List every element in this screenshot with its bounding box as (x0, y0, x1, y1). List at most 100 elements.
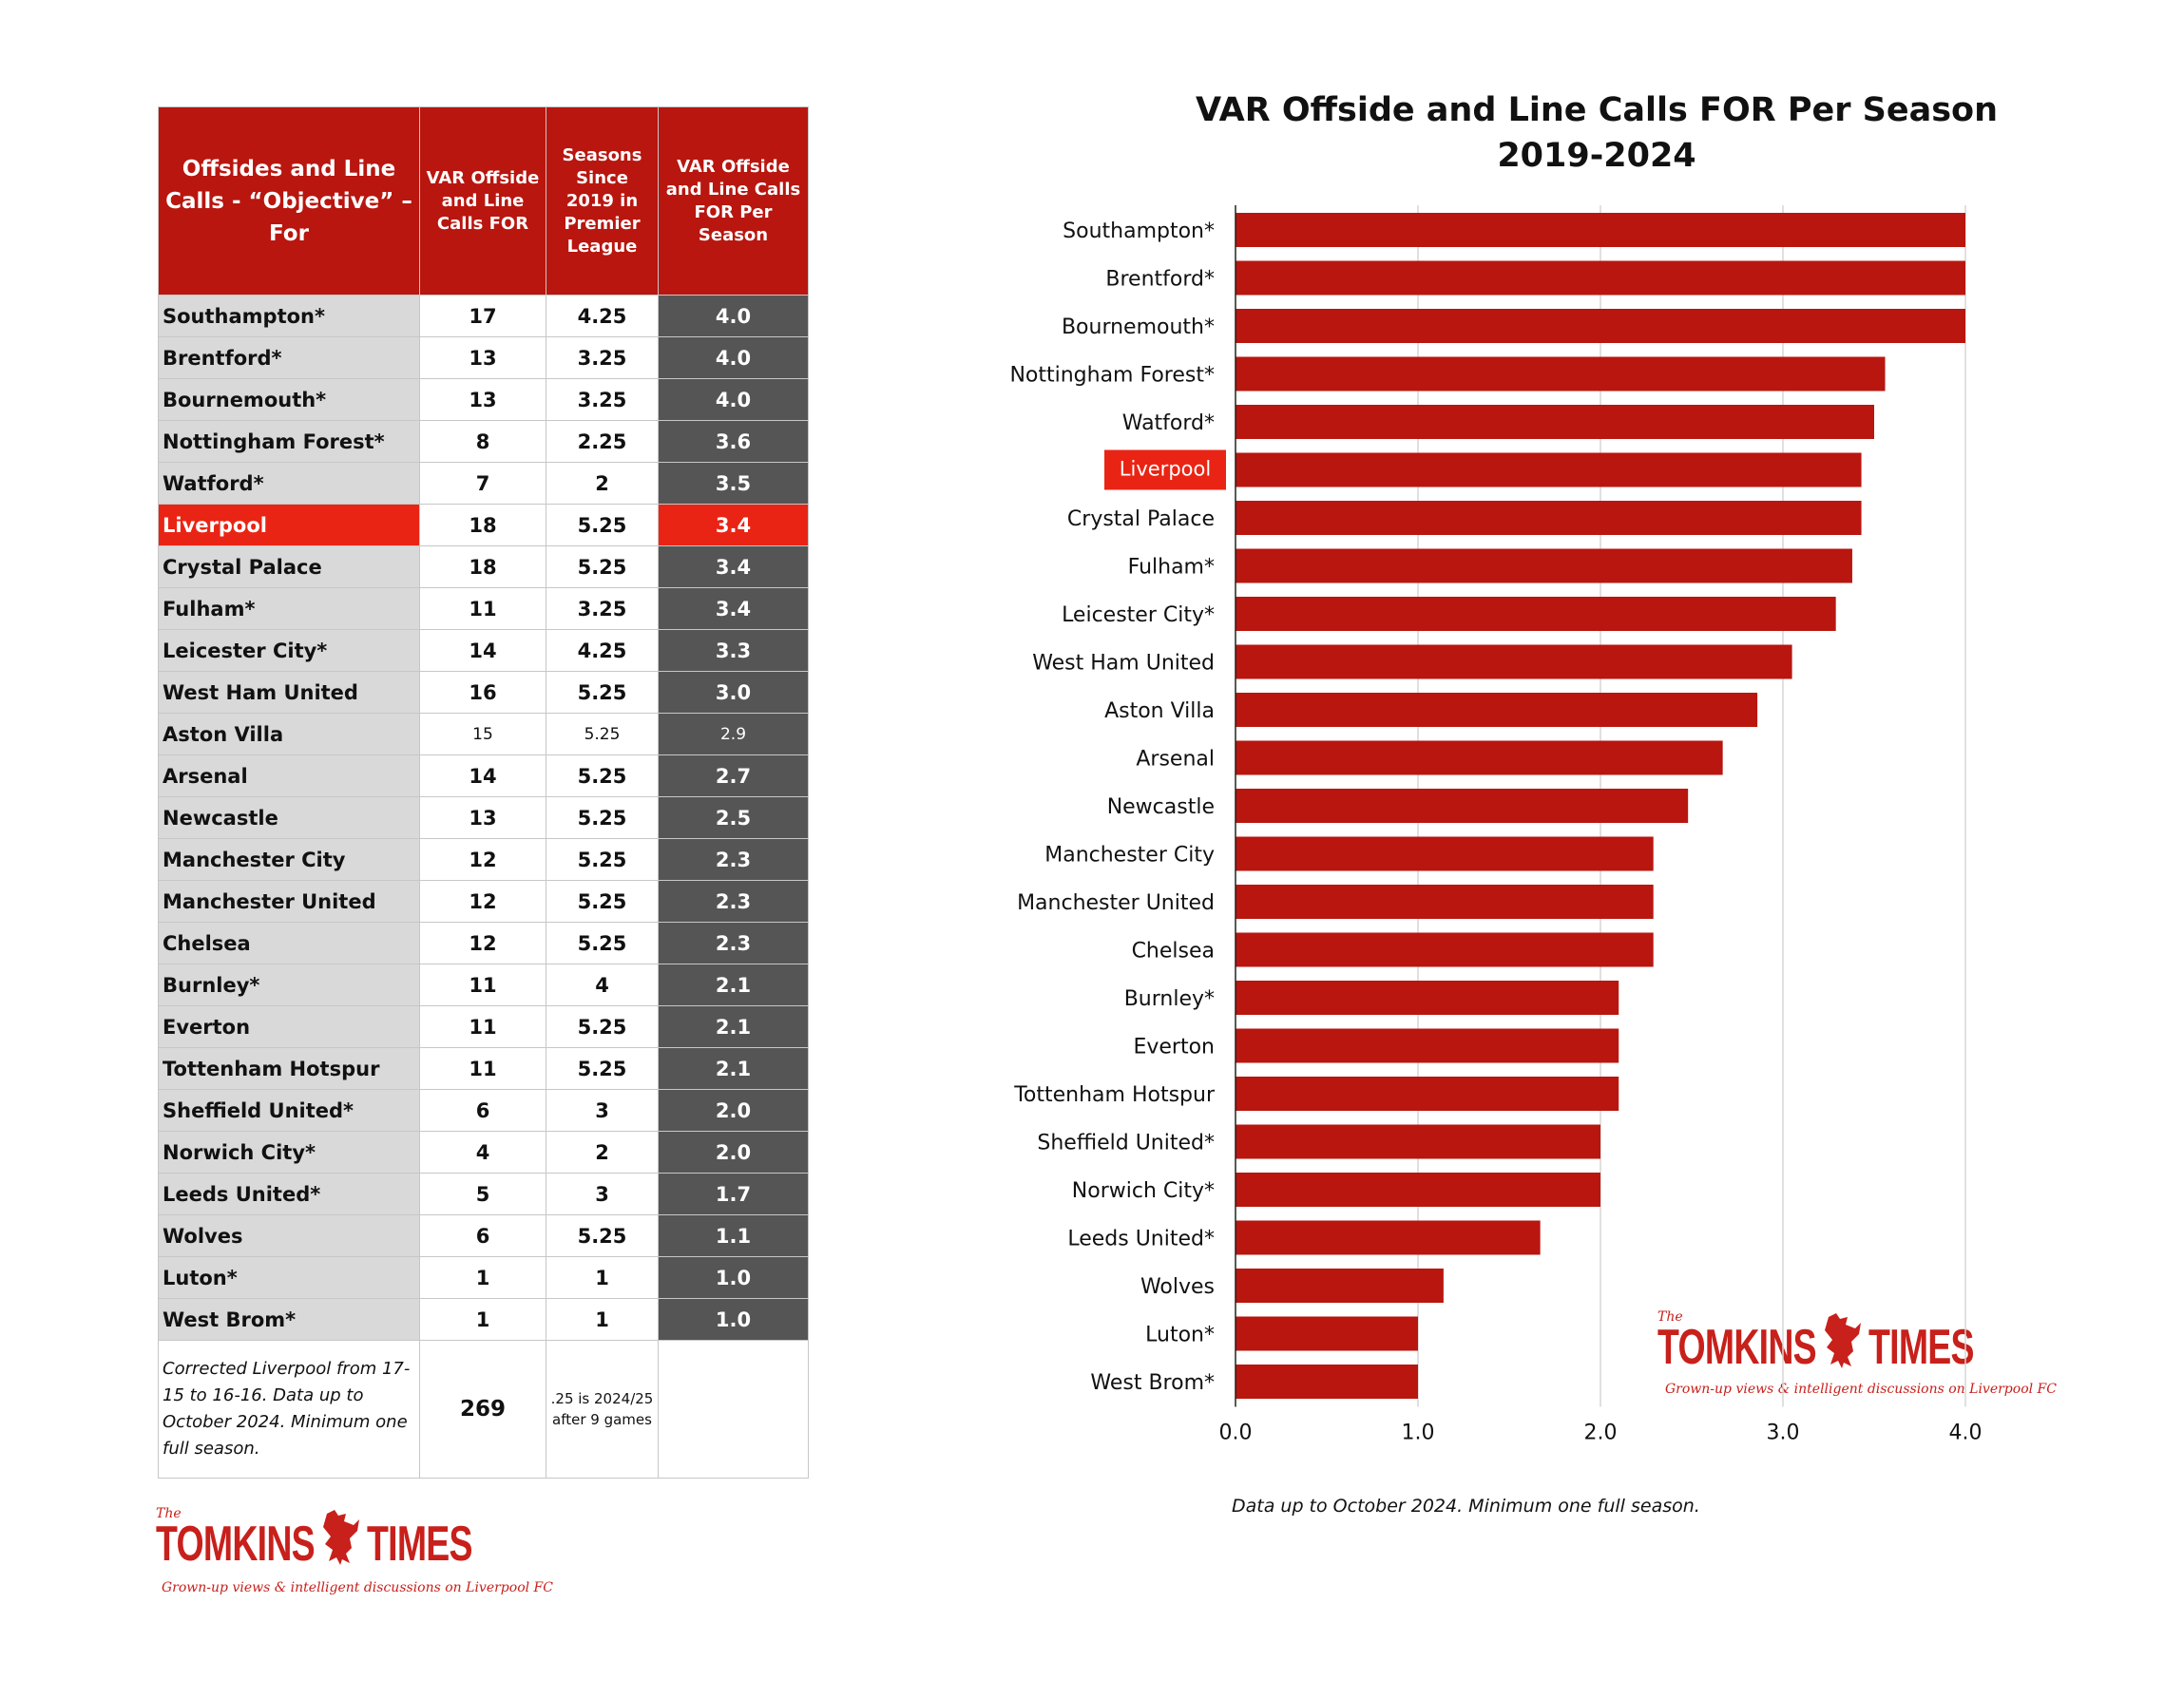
team-cell: Leicester City* (158, 629, 420, 672)
per-season-cell: 3.6 (658, 420, 809, 463)
team-cell: Tottenham Hotspur (158, 1047, 420, 1090)
per-season-cell: 2.3 (658, 880, 809, 923)
category-label: Manchester United (1017, 891, 1215, 915)
seasons-cell: 4.25 (546, 629, 659, 672)
table-header-row: Offsides and Line Calls - “Objective” – … (158, 106, 809, 296)
table-row: Aston Villa 15 5.25 2.9 (158, 713, 809, 755)
per-season-cell: 4.0 (658, 336, 809, 379)
header-seasons: Seasons Since 2019 in Premier League (546, 106, 659, 296)
category-label: Southampton* (1063, 220, 1215, 243)
header-per-season: VAR Offside and Line Calls FOR Per Seaso… (658, 106, 809, 296)
chart-title-line-2: 2019-2024 (1497, 137, 1696, 175)
category-label: Bournemouth* (1062, 315, 1215, 339)
category-label: Crystal Palace (1067, 507, 1215, 531)
x-tick-label: 4.0 (1949, 1422, 1983, 1445)
per-season-cell: 2.7 (658, 754, 809, 797)
bar (1236, 356, 1886, 391)
table-row: Wolves 6 5.25 1.1 (158, 1214, 809, 1257)
team-cell: Arsenal (158, 754, 420, 797)
seasons-cell: 5.25 (546, 796, 659, 839)
category-label: Fulham* (1128, 556, 1215, 580)
chart-note: Data up to October 2024. Minimum one ful… (1232, 1496, 1700, 1517)
per-season-cell: 2.0 (658, 1089, 809, 1132)
category-label: Aston Villa (1104, 699, 1215, 723)
calls-cell: 12 (419, 922, 546, 964)
category-label: West Brom* (1090, 1371, 1215, 1395)
calls-cell: 11 (419, 1005, 546, 1048)
team-cell: Manchester United (158, 880, 420, 923)
logo-word-right: TIMES (367, 1517, 473, 1572)
seasons-cell: 5.25 (546, 754, 659, 797)
team-cell: Watford* (158, 462, 420, 505)
team-cell: Manchester City (158, 838, 420, 881)
bar (1236, 693, 1758, 727)
category-label: Manchester City (1044, 844, 1215, 868)
category-label: Newcastle (1107, 795, 1215, 819)
table-row: Everton 11 5.25 2.1 (158, 1005, 809, 1048)
calls-cell: 12 (419, 880, 546, 923)
calls-cell: 15 (419, 713, 546, 755)
table-row: Crystal Palace 18 5.25 3.4 (158, 545, 809, 588)
calls-cell: 4 (419, 1131, 546, 1174)
category-label: Burnley* (1124, 987, 1215, 1011)
team-cell: Southampton* (158, 295, 420, 337)
logo-the: The (156, 1506, 182, 1521)
calls-cell: 8 (419, 420, 546, 463)
table-footer-row: Corrected Liverpool from 17-15 to 16-16.… (158, 1340, 809, 1479)
seasons-cell: 5.25 (546, 922, 659, 964)
liverbird-icon (1825, 1313, 1861, 1368)
x-tick-label: 2.0 (1584, 1422, 1618, 1445)
calls-cell: 1 (419, 1298, 546, 1341)
per-season-cell: 3.5 (658, 462, 809, 505)
table-row: Bournemouth* 13 3.25 4.0 (158, 378, 809, 421)
logo-the: The (1657, 1309, 1683, 1325)
table-row: West Ham United 16 5.25 3.0 (158, 671, 809, 714)
calls-cell: 5 (419, 1173, 546, 1215)
calls-cell: 11 (419, 964, 546, 1006)
per-season-cell: 3.4 (658, 504, 809, 546)
bar (1236, 405, 1874, 439)
team-cell: Everton (158, 1005, 420, 1048)
bar (1236, 597, 1836, 631)
seasons-cell: 5.25 (546, 1047, 659, 1090)
category-label: Wolves (1140, 1275, 1215, 1299)
bar (1236, 309, 1965, 343)
table-row: Manchester United 12 5.25 2.3 (158, 880, 809, 923)
bar (1236, 452, 1862, 487)
table-body: Southampton* 17 4.25 4.0 Brentford* 13 3.25 4.0… (158, 295, 809, 1341)
per-season-cell: 3.3 (658, 629, 809, 672)
category-label: Arsenal (1136, 748, 1215, 772)
calls-cell: 13 (419, 336, 546, 379)
category-label: Watford* (1122, 411, 1215, 435)
per-season-cell: 4.0 (658, 295, 809, 337)
x-tick-label: 0.0 (1219, 1422, 1253, 1445)
category-label: Luton* (1145, 1324, 1215, 1347)
per-season-cell: 1.0 (658, 1256, 809, 1299)
category-label: Tottenham Hotspur (1013, 1083, 1216, 1107)
per-season-cell: 4.0 (658, 378, 809, 421)
category-label: Brentford* (1105, 268, 1215, 292)
bar (1236, 885, 1654, 919)
seasons-cell: 5.25 (546, 713, 659, 755)
seasons-cell: 2 (546, 1131, 659, 1174)
bar (1236, 260, 1965, 296)
seasons-cell: 3.25 (546, 378, 659, 421)
bar (1236, 1365, 1418, 1399)
team-cell: Crystal Palace (158, 545, 420, 588)
category-label: Everton (1133, 1036, 1215, 1059)
seasons-cell: 2 (546, 462, 659, 505)
team-cell: Bournemouth* (158, 378, 420, 421)
bar (1236, 501, 1862, 535)
seasons-cell: 4 (546, 964, 659, 1006)
calls-cell: 18 (419, 504, 546, 546)
header-calls: VAR Offside and Line Calls FOR (419, 106, 546, 296)
table-row: Sheffield United* 6 3 2.0 (158, 1089, 809, 1132)
bar (1236, 644, 1792, 679)
footer-note: Corrected Liverpool from 17-15 to 16-16.… (158, 1340, 420, 1479)
x-tick-label: 3.0 (1767, 1422, 1800, 1445)
table-row: Manchester City 12 5.25 2.3 (158, 838, 809, 881)
team-cell: Burnley* (158, 964, 420, 1006)
liverbird-icon (323, 1510, 359, 1565)
seasons-cell: 5.25 (546, 838, 659, 881)
